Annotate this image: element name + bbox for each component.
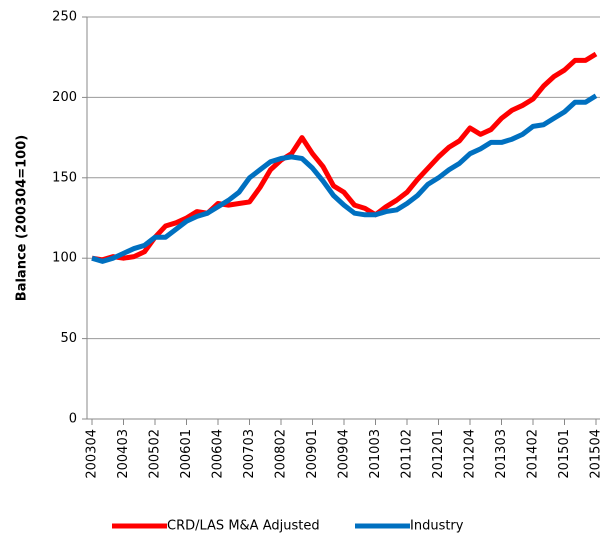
line-series (91, 51, 598, 263)
x-tick-label: 201003 (368, 429, 383, 479)
y-tick-label: 150 (52, 170, 77, 185)
x-tick-label: 201402 (526, 429, 541, 479)
x-tick-label: 201303 (494, 429, 509, 479)
y-tick-label: 100 (52, 251, 77, 266)
y-tick-label: 0 (69, 412, 77, 427)
x-tick-label: 201501 (557, 429, 572, 479)
x-tick-label: 200403 (116, 429, 131, 479)
x-tick-label: 200904 (337, 429, 352, 479)
y-tick-label: 250 (52, 10, 77, 25)
x-tick-label: 200604 (211, 429, 226, 479)
x-tick-label: 200703 (242, 429, 257, 479)
x-tick-label: 200802 (274, 429, 289, 479)
y-axis-label: Balance (200304=100) (15, 135, 30, 301)
x-tick-label: 200601 (179, 429, 194, 479)
x-tick-label: 200502 (148, 429, 163, 479)
line-series (91, 93, 598, 264)
x-tick-label: 201102 (400, 429, 415, 479)
x-tick-label: 201204 (463, 429, 478, 479)
y-tick-label: 200 (52, 90, 77, 105)
x-tick-label: 200901 (305, 429, 320, 479)
y-tick-label: 50 (60, 331, 77, 346)
x-tick-label: 201504 (589, 429, 604, 479)
x-tick-label: 201201 (431, 429, 446, 479)
x-tick-label: 200304 (85, 429, 100, 479)
legend-label: CRD/LAS M&A Adjusted (167, 519, 320, 534)
legend-label: Industry (410, 519, 464, 534)
